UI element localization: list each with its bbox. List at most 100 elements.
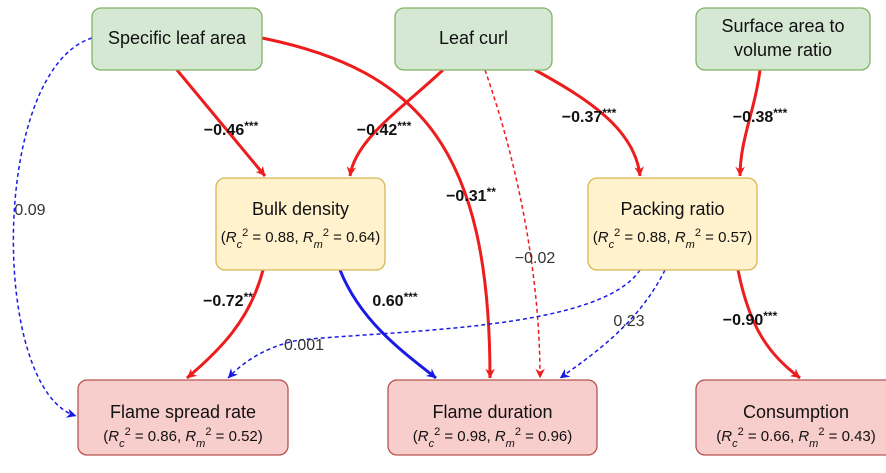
stats-symbol: R [418,428,429,445]
node-label: Leaf curl [439,28,508,48]
edge-coefficient: −0.72 [203,293,244,310]
edge-arrow [227,269,641,379]
stats-value: = 0.64 [329,229,375,246]
edge-label: −0.38*** [733,106,788,126]
stats-superscript: 2 [818,426,824,438]
stats-subscript: m [686,239,695,251]
edge-coefficient: −0.38 [733,109,774,126]
edge-arrow [534,68,644,177]
edge-label: −0.02 [515,250,556,267]
stats-paren: ( [221,229,226,246]
stats-symbol: R [185,428,196,445]
edge-significance: *** [404,290,418,304]
stats-superscript: 2 [434,426,440,438]
node-label: Packing ratio [620,199,724,219]
edge-coefficient: 0.09 [14,202,45,219]
stats-paren: ( [716,428,721,445]
stats-superscript: 2 [738,426,744,438]
stats-subscript: m [314,239,323,251]
edge-arrow [484,69,545,379]
stats-symbol: R [495,428,506,445]
stats-value: = 0.66 [744,428,790,445]
stats-separator: , [666,229,674,246]
edge-significance: *** [773,106,787,120]
stats-superscript: 2 [323,227,329,239]
edge-label: −0.72** [203,290,253,310]
stats-separator: , [294,229,302,246]
stats-value: = 0.43 [824,428,870,445]
stats-paren: ( [413,428,418,445]
edge-label: −0.46*** [204,119,259,139]
edge-coefficient: 0.60 [372,293,403,310]
nodes: Specific leaf area Leaf curl Surface area … [77,7,886,456]
stats-separator: , [486,428,494,445]
edge-coefficient: −0.42 [357,122,398,139]
stats-value: = 0.57 [701,229,747,246]
stats-subscript: m [506,438,515,450]
stats-superscript: 2 [695,227,701,239]
edge-arrow [736,269,801,380]
edge-arrow [338,269,437,380]
edge-coefficient: 0.23 [613,313,644,330]
stats-symbol: R [598,229,609,246]
stats-symbol: R [675,229,686,246]
stats-superscript: 2 [205,426,211,438]
stats-symbol: R [721,428,732,445]
edge-coefficient: −0.37 [562,109,603,126]
edge-arrow [735,69,762,177]
edge-coefficient: 0.001 [284,337,324,354]
edge-label: −0.90*** [723,309,778,329]
edge-arrow [186,269,265,380]
stats-superscript: 2 [614,227,620,239]
node-label: Surface area to [721,16,844,36]
stats-superscript: 2 [125,426,131,438]
stats-separator: , [177,428,185,445]
stats-separator: , [790,428,798,445]
stats-value: = 0.52 [211,428,257,445]
edge-label: 0.60*** [372,290,417,310]
edge-arrow [175,69,267,177]
stats-symbol: R [798,428,809,445]
edge-labels: −0.46*** −0.42***−0.31**−0.02−0.37*** −0.3… [14,106,787,354]
stats-value: = 0.96 [521,428,567,445]
stats-subscript: c [119,438,125,450]
stats-subscript: c [609,239,615,251]
edge-arrow [261,36,495,379]
edge-label: 0.23 [613,313,644,330]
edge-label: −0.37*** [562,106,617,126]
node-label: Flame duration [432,402,552,422]
node-box [695,379,886,456]
stats-value: = 0.98 [440,428,486,445]
stats-paren: ) [747,229,752,246]
stats-subscript: c [429,438,435,450]
node-stats: (Rc2 = 0.66, Rm2 = 0.43) [716,426,876,450]
stats-value: = 0.88 [620,229,666,246]
node-box [215,177,386,271]
node-box [77,379,289,456]
edge-arrow [559,269,666,379]
stats-paren: ) [375,229,380,246]
stats-symbol: R [226,229,237,246]
edge-significance: *** [397,119,411,133]
stats-subscript: m [809,438,818,450]
stats-superscript: 2 [515,426,521,438]
stats-subscript: m [196,438,205,450]
node-label: Bulk density [252,199,349,219]
node-box [695,7,871,71]
stats-subscript: c [237,239,243,251]
edge-label: 0.001 [284,337,324,354]
node-label: volume ratio [734,40,832,60]
node-stats: (Rc2 = 0.86, Rm2 = 0.52) [103,426,263,450]
node-stats: (Rc2 = 0.98, Rm2 = 0.96) [413,426,573,450]
stats-paren: ) [567,428,572,445]
edge-significance: ** [244,290,254,304]
stats-value: = 0.86 [131,428,177,445]
edge-arrow [12,37,93,418]
edge-coefficient: −0.90 [723,312,764,329]
stats-paren: ) [871,428,876,445]
node-label: Consumption [743,402,849,422]
stats-value: = 0.88 [248,229,294,246]
stats-symbol: R [108,428,119,445]
stats-paren: ) [258,428,263,445]
